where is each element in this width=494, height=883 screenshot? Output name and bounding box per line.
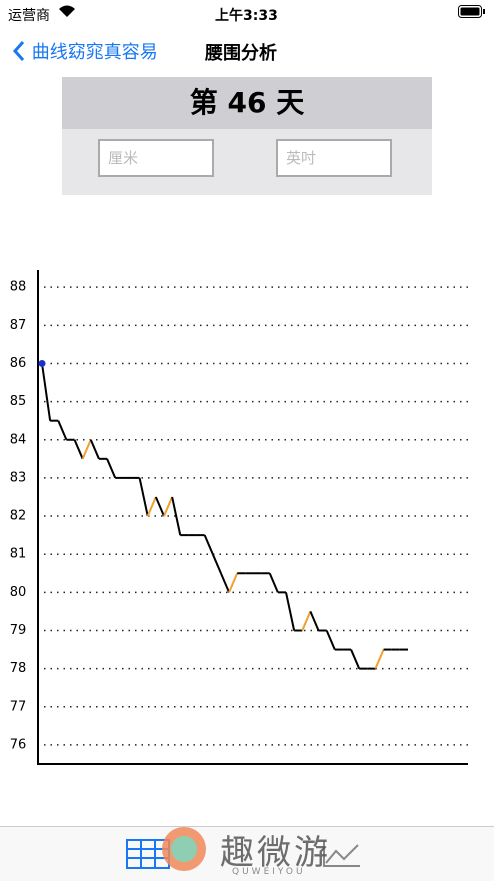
y-tick-label: 88: [10, 280, 27, 295]
tab-bar: 趣微游 QUWEIYOU: [0, 826, 494, 881]
watermark-text: 趣微游: [220, 833, 331, 873]
line-segment: [163, 496, 174, 517]
carrier: 运营商: [8, 8, 50, 24]
clock: 上午3:33: [215, 8, 278, 24]
chart-tab[interactable]: [322, 839, 362, 869]
line-segment: [211, 553, 222, 574]
y-tick-label: 78: [10, 661, 27, 676]
line-segment: [203, 534, 214, 555]
watermark-sub: QUWEIYOU: [232, 867, 306, 877]
status-bar: 运营商 上午3:33: [0, 0, 494, 26]
line-segment: [268, 572, 279, 593]
nav-bar: 曲线窈窕真容易 腰围分析: [0, 30, 494, 74]
day-panel: 第 46 天 厘米 英吋: [62, 77, 432, 195]
y-tick-label: 83: [10, 470, 27, 485]
line-segment: [374, 649, 385, 670]
line-segment: [81, 439, 92, 460]
back-label: 曲线窈窕真容易: [31, 42, 158, 63]
line-segment: [228, 572, 239, 593]
line-segment: [57, 420, 68, 441]
y-tick-label: 82: [10, 509, 27, 524]
input-row: 厘米 英吋: [62, 129, 432, 195]
y-tick-label: 77: [10, 699, 27, 714]
line-segment: [73, 439, 84, 460]
y-tick-label: 79: [10, 623, 27, 638]
line-segment: [41, 363, 52, 421]
line-segment: [350, 649, 361, 670]
line-segment: [301, 611, 312, 631]
y-tick-label: 86: [10, 356, 27, 371]
watermark: 趣微游 QUWEIYOU: [160, 823, 360, 883]
line-segment: [154, 496, 165, 517]
inch-input[interactable]: 英吋: [276, 139, 392, 177]
battery-icon: [458, 5, 485, 18]
y-tick-label: 76: [10, 737, 27, 752]
line-segment: [146, 496, 157, 517]
y-tick-label: 84: [10, 432, 27, 447]
watermark-logo: [162, 827, 206, 871]
line-segment: [138, 477, 149, 517]
line-segment: [325, 630, 336, 650]
chart: 76 77 78 79 80 81 82 83 84 85 86 87 88: [10, 270, 468, 765]
start-point: [38, 359, 46, 367]
y-tick-label: 80: [10, 585, 27, 600]
line-segment: [171, 496, 182, 536]
cm-input[interactable]: 厘米: [98, 139, 214, 177]
y-tick-label: 85: [10, 394, 27, 409]
back-chevron: [12, 41, 25, 61]
back-button[interactable]: 曲线窈窕真容易: [12, 38, 158, 64]
y-tick-label: 81: [10, 547, 27, 562]
line-segment: [220, 572, 230, 593]
line-segment: [285, 592, 296, 631]
line-segment: [106, 458, 117, 479]
day-title: 第 46 天: [62, 77, 432, 129]
line-segment: [309, 611, 320, 631]
nav-title: 腰围分析: [205, 43, 277, 64]
line-segment: [89, 439, 100, 460]
wifi-icon: [59, 5, 75, 17]
y-tick-label: 87: [10, 318, 27, 333]
